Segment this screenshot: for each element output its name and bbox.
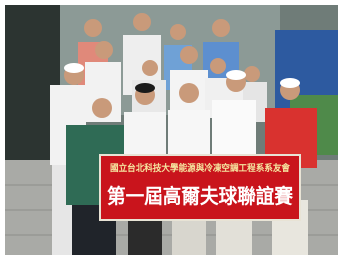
page: 國立台北科技大學能源與冷凍空調工程系系友會 第一屆高爾夫球聯誼賽 (() => … — [0, 0, 342, 260]
person-head — [133, 13, 151, 31]
person-head — [170, 24, 186, 40]
person-head — [210, 58, 226, 74]
cap — [226, 70, 246, 80]
person-head — [212, 19, 230, 37]
person-head — [95, 41, 113, 59]
person-body — [212, 100, 256, 158]
cap — [64, 63, 84, 73]
person-head — [142, 60, 158, 76]
person-legs — [216, 218, 252, 255]
person-head — [244, 66, 260, 82]
person-legs — [128, 218, 162, 255]
person-body — [168, 110, 210, 160]
person-head — [92, 98, 112, 118]
banner-subtitle: 國立台北科技大學能源與冷凍空調工程系系友會 — [110, 162, 291, 174]
photo: 國立台北科技大學能源與冷凍空調工程系系友會 第一屆高爾夫球聯誼賽 — [0, 0, 342, 260]
person-head — [180, 46, 198, 64]
cap — [135, 83, 155, 93]
person-legs — [172, 218, 206, 255]
person-head — [84, 19, 102, 37]
banner-title: 第一屆高爾夫球聯誼賽 — [107, 184, 294, 208]
person-head — [179, 83, 199, 103]
cap — [280, 78, 300, 88]
